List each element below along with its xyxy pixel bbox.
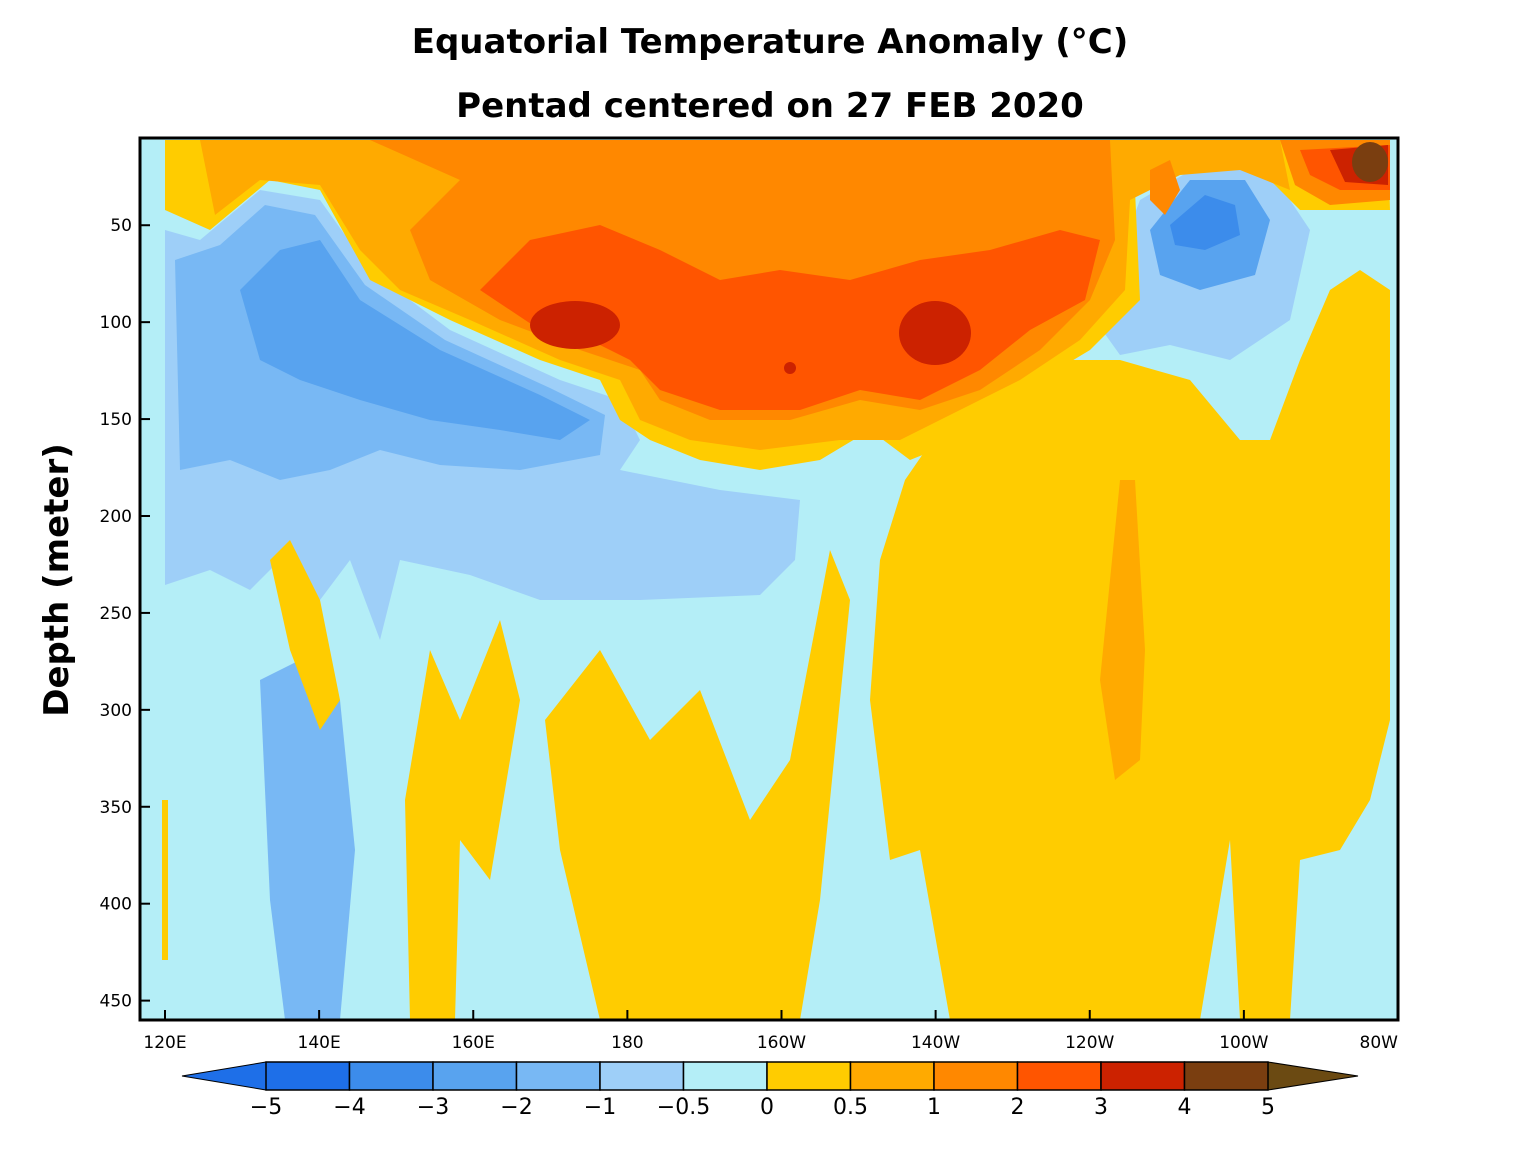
- x-tick-label: 80W: [1360, 1033, 1399, 1053]
- y-axis-title: Depth (meter): [37, 443, 77, 717]
- contour-east-coldest: [1170, 195, 1240, 250]
- y-tick-label: 50: [110, 216, 132, 236]
- contour-warm-strip-west: [162, 800, 168, 960]
- colorbar-swatch: [265, 1061, 351, 1091]
- colorbar-swatch: [432, 1061, 518, 1091]
- colorbar-under-arrow: [181, 1061, 267, 1091]
- contour-warm-core-170e: [530, 301, 620, 349]
- contour-deep-cool-finger: [260, 660, 355, 1020]
- chart-title: Equatorial Temperature Anomaly (°C): [411, 22, 1129, 62]
- contour-east-surface-4-5: [1352, 142, 1388, 182]
- colorbar-label: −4: [333, 1095, 365, 1120]
- colorbar-label: 0: [760, 1095, 774, 1120]
- contour-warm-core-140w: [899, 301, 971, 365]
- y-tick-label: 250: [100, 604, 132, 624]
- contour-warm-blob-110w: [1150, 160, 1180, 215]
- colorbar-label: −5: [250, 1095, 282, 1120]
- y-tick-label: 300: [100, 701, 132, 721]
- x-tick-label: 120E: [143, 1033, 186, 1053]
- colorbar-swatch: [599, 1061, 685, 1091]
- colorbar-swatch: [682, 1061, 768, 1091]
- colorbar-swatch: [348, 1061, 434, 1091]
- contour-warm-strip-115w: [1100, 480, 1145, 780]
- plot-frame: [138, 136, 1400, 1022]
- colorbar-label: 1: [927, 1095, 941, 1120]
- x-tick-label: 160W: [757, 1033, 806, 1053]
- colorbar-swatch: [1100, 1061, 1186, 1091]
- colorbar-label: 2: [1011, 1095, 1025, 1120]
- y-tick-label: 350: [100, 798, 132, 818]
- chart-subtitle: Pentad centered on 27 FEB 2020: [456, 86, 1084, 126]
- x-tick-label: 180: [611, 1033, 643, 1053]
- colorbar-label: 5: [1261, 1095, 1275, 1120]
- contour-warm-dot: [784, 362, 796, 374]
- colorbar-label: 0.5: [833, 1095, 868, 1120]
- colorbar-label: −0.5: [657, 1095, 710, 1120]
- colorbar-swatch: [933, 1061, 1019, 1091]
- y-tick-label: 450: [100, 992, 132, 1012]
- colorbar: −5 −4 −3 −2 −1 −0.5 0 0.5 1 2 3 4 5: [181, 1061, 1359, 1120]
- x-axis: 120E 140E 160E 180 160W 140W 120W 100W 80W: [143, 1010, 1399, 1053]
- x-tick-label: 140E: [298, 1033, 341, 1053]
- x-tick-label: 160E: [452, 1033, 495, 1053]
- colorbar-label: −1: [584, 1095, 616, 1120]
- colorbar-swatch: [1183, 1061, 1269, 1091]
- colorbar-label: −3: [417, 1095, 449, 1120]
- x-tick-label: 100W: [1219, 1033, 1268, 1053]
- colorbar-swatch: [849, 1061, 935, 1091]
- colorbar-swatch: [1016, 1061, 1102, 1091]
- x-tick-label: 120W: [1065, 1033, 1114, 1053]
- y-axis: 50 100 150 200 250 300 350 400 450: [100, 216, 150, 1012]
- y-tick-label: 150: [100, 410, 132, 430]
- contour-colder-band: [240, 240, 590, 440]
- colorbar-swatch: [766, 1061, 852, 1091]
- y-tick-label: 400: [100, 895, 132, 915]
- colorbar-swatch: [515, 1061, 601, 1091]
- colorbar-over-arrow: [1267, 1061, 1359, 1091]
- colorbar-label: −2: [500, 1095, 532, 1120]
- contour-warm-finger-1: [405, 620, 520, 1020]
- colorbar-label: 4: [1178, 1095, 1192, 1120]
- y-tick-label: 100: [100, 313, 132, 333]
- contour-warm-finger-2: [545, 550, 850, 1020]
- contour-warm-finger-3: [270, 540, 340, 730]
- contour-fill-layer: [162, 140, 1390, 1020]
- contour-warm-2-3: [480, 225, 1100, 410]
- colorbar-label: 3: [1094, 1095, 1108, 1120]
- y-tick-label: 200: [100, 507, 132, 527]
- x-tick-label: 140W: [911, 1033, 960, 1053]
